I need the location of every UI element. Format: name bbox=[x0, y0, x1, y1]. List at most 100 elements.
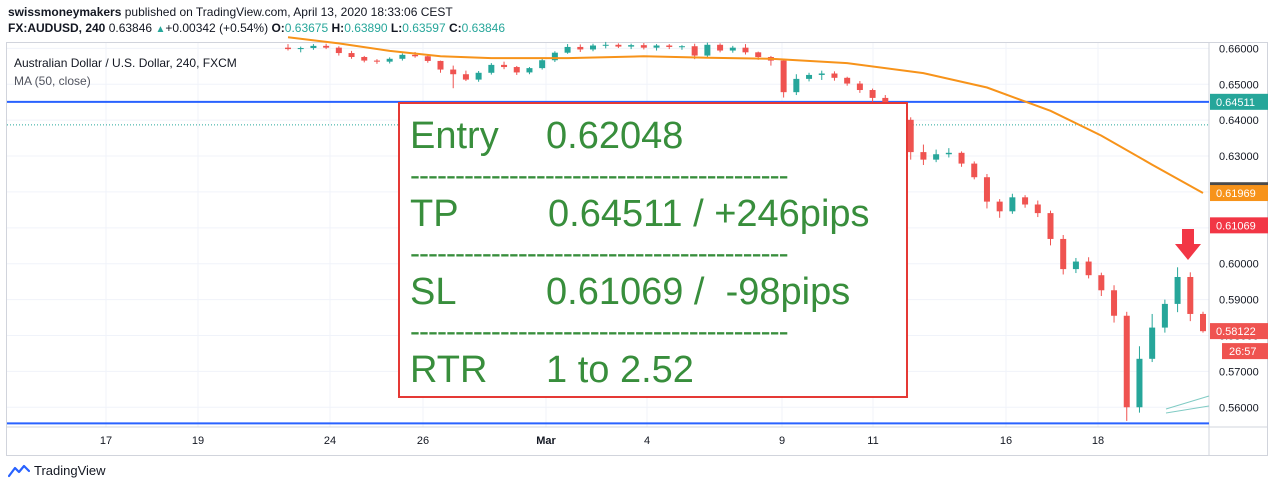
candle-body bbox=[1072, 261, 1079, 270]
candle-body bbox=[412, 54, 419, 57]
candle-body bbox=[1123, 315, 1130, 408]
candle-body bbox=[666, 45, 673, 47]
candle-body bbox=[297, 48, 304, 50]
candle-body bbox=[844, 77, 851, 84]
price-badge bbox=[1210, 185, 1268, 202]
countdown-label: 26:57 bbox=[1229, 346, 1257, 358]
entry-row: Entry 0.62048 bbox=[410, 114, 683, 158]
candle-body bbox=[475, 72, 482, 80]
rtr-label: RTR bbox=[410, 349, 488, 391]
separator-2: ----------------------------------------… bbox=[410, 244, 789, 264]
publish-header: swissmoneymakers published on TradingVie… bbox=[8, 4, 505, 38]
price-badge bbox=[1210, 217, 1268, 234]
time-tick-label: 17 bbox=[100, 435, 112, 447]
candle-body bbox=[399, 54, 406, 59]
sl-row: SL 0.61069 / -98pips bbox=[410, 270, 850, 314]
candle-body bbox=[653, 45, 660, 48]
candle-body bbox=[678, 46, 685, 48]
candle-body bbox=[373, 60, 380, 62]
candle-body bbox=[933, 154, 940, 160]
trend-line[interactable] bbox=[1165, 405, 1210, 414]
price-tick-label: 0.57000 bbox=[1219, 366, 1259, 378]
publisher-name[interactable]: swissmoneymakers bbox=[8, 5, 122, 19]
price-badge bbox=[1210, 93, 1268, 110]
candle-body bbox=[564, 46, 571, 53]
time-tick-label: 9 bbox=[779, 435, 785, 447]
candle-body bbox=[335, 47, 342, 54]
open-value: 0.63675 bbox=[284, 21, 329, 35]
close-label: C: bbox=[448, 21, 462, 35]
candle-body bbox=[348, 53, 355, 57]
last-price: 0.63846 bbox=[108, 21, 153, 35]
candle-body bbox=[971, 163, 978, 178]
candle-body bbox=[742, 47, 749, 53]
candle-body bbox=[577, 46, 584, 50]
candle-body bbox=[945, 152, 952, 155]
candle-body bbox=[437, 60, 444, 70]
candle-body bbox=[780, 60, 787, 93]
footer-brand[interactable]: TradingView bbox=[8, 463, 106, 478]
entry-label: Entry bbox=[410, 115, 499, 157]
rtr-value: 1 to 2.52 bbox=[546, 349, 694, 391]
tradingview-logo-icon bbox=[8, 464, 30, 477]
chart-legend: Australian Dollar / U.S. Dollar, 240, FX… bbox=[14, 54, 237, 90]
ma50-line[interactable] bbox=[287, 36, 1204, 194]
candle-body bbox=[640, 45, 647, 48]
close-value: 0.63846 bbox=[461, 21, 506, 35]
legend-ma[interactable]: MA (50, close) bbox=[14, 74, 91, 88]
tp-row: TP 0.64511 / +246pips bbox=[410, 192, 870, 236]
price-tick-label: 0.59000 bbox=[1219, 295, 1259, 307]
price-badge-label: 0.61969 bbox=[1216, 188, 1256, 200]
candle-body bbox=[310, 45, 317, 49]
candle-body bbox=[1200, 313, 1206, 332]
candle-body bbox=[424, 56, 431, 61]
candle-body bbox=[996, 201, 1003, 212]
sl-value: 0.61069 / -98pips bbox=[546, 271, 851, 313]
symbol-label: FX:AUDUSD, 240 bbox=[8, 21, 106, 35]
price-badge bbox=[1210, 323, 1268, 340]
candle-body bbox=[361, 56, 368, 61]
candle-body bbox=[1098, 275, 1105, 291]
tp-label: TP bbox=[410, 193, 459, 235]
time-tick-label: Mar bbox=[536, 435, 556, 447]
quote-line: FX:AUDUSD, 240 0.63846 ▲+0.00342 (+0.54%… bbox=[8, 20, 505, 38]
candle-body bbox=[551, 52, 558, 61]
candle-body bbox=[920, 152, 927, 160]
price-badge-label: 0.64511 bbox=[1216, 97, 1255, 109]
brand-name: TradingView bbox=[34, 463, 106, 478]
candle-body bbox=[323, 45, 330, 48]
candle-body bbox=[1047, 213, 1054, 239]
tp-value: 0.64511 / +246pips bbox=[548, 193, 870, 235]
time-tick-label: 19 bbox=[192, 435, 204, 447]
candle-body bbox=[590, 45, 596, 50]
price-tick-label: 0.66000 bbox=[1219, 43, 1259, 55]
candle-body bbox=[869, 90, 876, 98]
candle-body bbox=[628, 45, 635, 47]
price-tick-label: 0.56000 bbox=[1219, 402, 1259, 414]
time-tick-label: 26 bbox=[417, 435, 429, 447]
trend-line[interactable] bbox=[1165, 395, 1210, 410]
candle-body bbox=[1161, 303, 1168, 328]
price-change: +0.00342 (+0.54%) bbox=[165, 21, 269, 35]
candle-body bbox=[526, 68, 533, 73]
candle-body bbox=[958, 152, 965, 164]
candle-body bbox=[1009, 197, 1016, 212]
chart-frame bbox=[6, 42, 1268, 456]
candle-body bbox=[386, 58, 393, 62]
candle-body bbox=[831, 73, 838, 78]
candle-body bbox=[806, 74, 813, 79]
price-tick-label: 0.64000 bbox=[1219, 115, 1259, 127]
time-tick-label: 16 bbox=[1000, 435, 1012, 447]
candle-body bbox=[1136, 358, 1143, 408]
entry-value: 0.62048 bbox=[546, 115, 684, 157]
time-tick-label: 11 bbox=[867, 435, 878, 447]
open-label: O: bbox=[271, 21, 285, 35]
candle-body bbox=[691, 46, 698, 56]
candle-body bbox=[1187, 276, 1194, 314]
candle-body bbox=[983, 177, 990, 202]
candle-body bbox=[462, 74, 469, 80]
candle-body bbox=[1149, 327, 1156, 359]
countdown-badge bbox=[1222, 343, 1268, 360]
candle-body bbox=[1111, 290, 1118, 316]
high-label: H: bbox=[331, 21, 345, 35]
